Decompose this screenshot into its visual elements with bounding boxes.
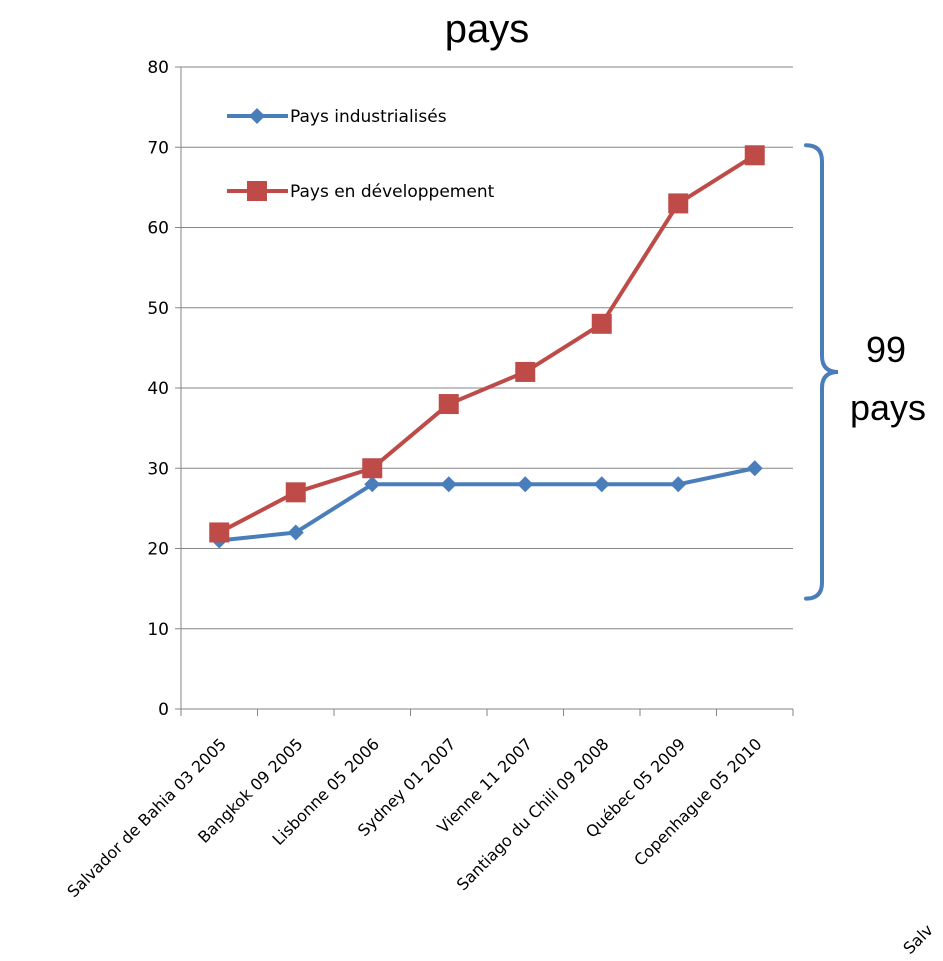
data-point-square — [591, 313, 612, 334]
data-point-diamond — [517, 476, 534, 493]
data-point-diamond — [593, 476, 610, 493]
legend: Pays industrialisés Pays en développement — [227, 107, 495, 202]
y-tick-labels: 0 10 20 30 40 50 60 70 80 — [147, 58, 169, 720]
data-point-square — [438, 394, 459, 415]
data-point-diamond — [287, 524, 304, 541]
legend-label: Pays en développement — [290, 182, 495, 202]
series-2 — [209, 145, 765, 543]
y-tick-label: 50 — [147, 299, 169, 319]
axes — [175, 66, 794, 716]
data-point-square — [515, 361, 536, 382]
brace-label-unit: pays — [850, 387, 926, 428]
brace-annotation: 99 pays — [804, 143, 926, 601]
data-point-square — [668, 193, 689, 214]
data-point-square — [744, 145, 765, 166]
y-tick-label: 60 — [147, 219, 169, 239]
data-point-square — [285, 482, 306, 503]
clipped-category-label: Salv — [899, 920, 936, 957]
y-tick-label: 70 — [147, 138, 169, 158]
legend-label: Pays industrialisés — [290, 107, 447, 127]
data-point-diamond — [440, 476, 457, 493]
series-line — [219, 466, 756, 543]
y-tick-label: 40 — [147, 379, 169, 399]
data-point-diamond — [364, 476, 381, 493]
data-point-diamond — [249, 108, 265, 124]
x-tick-label: Copenhague 05 2010 — [630, 734, 765, 869]
series-layer — [209, 145, 765, 549]
y-tick-label: 80 — [147, 58, 169, 78]
brace-shape — [804, 143, 839, 601]
data-point-diamond — [746, 460, 763, 477]
data-point-square — [209, 522, 230, 543]
series-1 — [211, 460, 763, 549]
data-point-diamond — [670, 476, 687, 493]
data-point-square — [247, 181, 267, 201]
legend-item-1: Pays industrialisés — [227, 107, 447, 127]
series-line — [218, 153, 756, 535]
y-tick-label: 10 — [147, 620, 169, 640]
x-tick-label: Santiago du Chili 09 2008 — [453, 734, 613, 894]
x-tick-label: Salvador de Bahia 03 2005 — [63, 734, 230, 901]
data-point-square — [362, 458, 383, 479]
y-tick-label: 30 — [147, 459, 169, 479]
y-tick-label: 20 — [147, 540, 169, 560]
y-tick-label: 0 — [158, 700, 169, 720]
gridlines — [181, 66, 793, 630]
chart-title: pays — [445, 7, 530, 51]
legend-item-2: Pays en développement — [227, 181, 495, 202]
brace-label-count: 99 — [866, 329, 906, 370]
